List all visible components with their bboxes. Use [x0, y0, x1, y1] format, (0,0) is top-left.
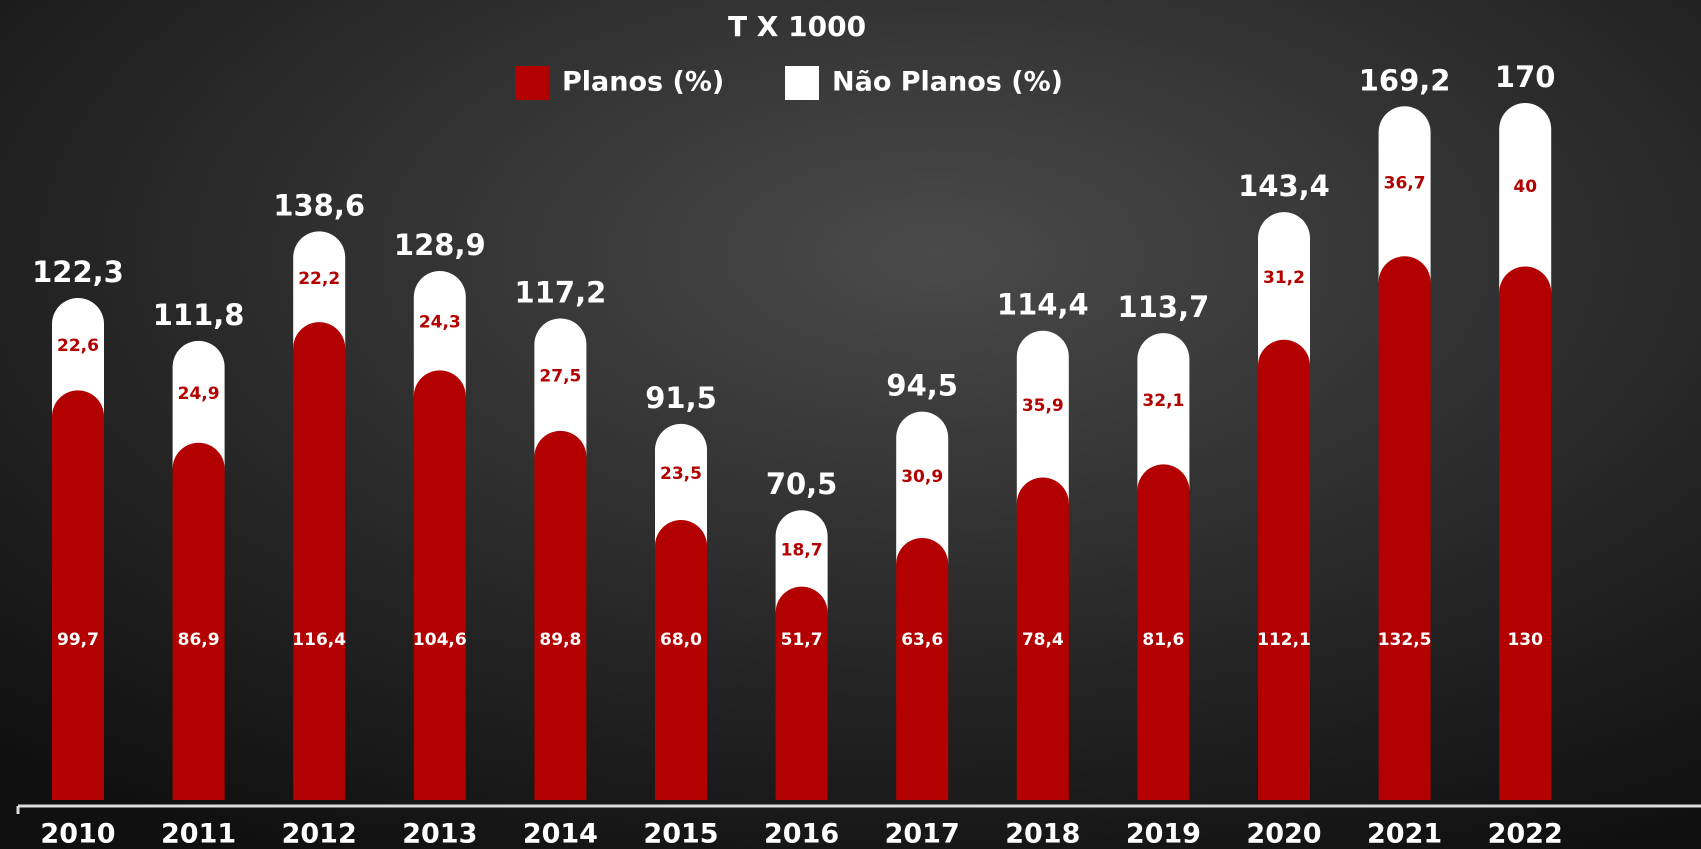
value-label: 18,7: [781, 540, 823, 560]
value-label: 31,2: [1263, 268, 1305, 288]
bar-segment: [293, 322, 346, 800]
chart-title: T X 1000: [728, 10, 866, 43]
value-label: 63,6: [901, 630, 943, 650]
total-label: 170: [1495, 60, 1556, 94]
value-label: 81,6: [1142, 630, 1184, 650]
total-label: 117,2: [515, 275, 607, 309]
value-label: 23,5: [660, 464, 702, 484]
x-tick-label: 2017: [885, 819, 960, 849]
value-label: 40: [1513, 177, 1537, 197]
value-label: 27,5: [539, 367, 581, 387]
bar-segment: [1258, 212, 1310, 366]
value-label: 132,5: [1378, 630, 1432, 650]
bar-segment: [896, 411, 949, 564]
bar-segment: [1016, 477, 1069, 800]
bar-segment: [775, 586, 828, 800]
total-label: 91,5: [645, 381, 717, 415]
bar-segment: [52, 298, 104, 417]
value-label: 36,7: [1384, 173, 1426, 193]
legend-swatch: [785, 66, 819, 100]
bar-segment: [293, 231, 346, 349]
value-label: 68,0: [660, 630, 702, 650]
bar-segment: [1137, 333, 1190, 491]
bar-segment: [655, 520, 707, 800]
total-label: 138,6: [273, 188, 365, 222]
x-tick-label: 2018: [1005, 819, 1080, 849]
x-tick-label: 2021: [1367, 819, 1442, 849]
bar-segment: [1378, 106, 1431, 283]
x-tick-label: 2010: [40, 819, 115, 849]
x-tick-label: 2019: [1126, 819, 1201, 849]
value-label: 89,8: [539, 630, 581, 650]
value-label: 22,2: [298, 269, 340, 289]
bar-segment: [1258, 339, 1310, 800]
legend-label: Não Planos (%): [832, 67, 1063, 98]
x-tick-label: 2013: [402, 819, 477, 849]
value-label: 86,9: [178, 630, 220, 650]
value-label: 116,4: [292, 630, 346, 650]
value-label: 99,7: [57, 630, 99, 650]
bar-segment: [655, 423, 707, 546]
x-tick-label: 2011: [161, 819, 236, 849]
value-label: 22,6: [57, 336, 99, 356]
value-label: 104,6: [413, 630, 467, 650]
legend-swatch: [515, 66, 549, 100]
value-label: 30,9: [901, 467, 943, 487]
value-label: 24,9: [178, 384, 220, 404]
value-label: 24,3: [419, 313, 461, 333]
total-label: 128,9: [394, 228, 486, 262]
x-tick-label: 2014: [523, 819, 598, 849]
value-label: 32,1: [1142, 391, 1184, 411]
value-label: 112,1: [1257, 630, 1311, 650]
bar-segment: [172, 442, 225, 800]
bar-segment: [534, 318, 587, 457]
value-label: 130: [1507, 630, 1543, 650]
total-label: 169,2: [1359, 63, 1451, 97]
bar-segment: [896, 537, 949, 800]
bar-segment: [52, 390, 104, 800]
value-label: 35,9: [1022, 396, 1064, 416]
bar-segment: [1137, 464, 1190, 800]
total-label: 94,5: [886, 369, 958, 403]
total-label: 143,4: [1238, 169, 1330, 203]
x-tick-label: 2016: [764, 819, 839, 849]
bar-segment: [172, 340, 225, 469]
bar-segment: [1016, 330, 1069, 504]
total-label: 70,5: [766, 467, 838, 501]
x-tick-label: 2015: [643, 819, 718, 849]
legend-label: Planos (%): [562, 67, 724, 98]
total-label: 122,3: [32, 255, 124, 289]
x-tick-label: 2020: [1246, 819, 1321, 849]
x-tick-label: 2022: [1488, 819, 1563, 849]
value-label: 51,7: [781, 630, 823, 650]
bar-segment: [413, 271, 466, 397]
value-label: 78,4: [1022, 630, 1064, 650]
bar-segment: [775, 510, 828, 613]
x-tick-label: 2012: [282, 819, 357, 849]
bar-segment: [1499, 266, 1552, 800]
total-label: 111,8: [153, 298, 245, 332]
total-label: 114,4: [997, 288, 1089, 322]
bar-segment: [1499, 103, 1552, 293]
bar-segment: [1378, 256, 1431, 800]
bar-segment: [534, 430, 587, 800]
total-label: 113,7: [1118, 290, 1210, 324]
bar-segment: [413, 370, 466, 800]
